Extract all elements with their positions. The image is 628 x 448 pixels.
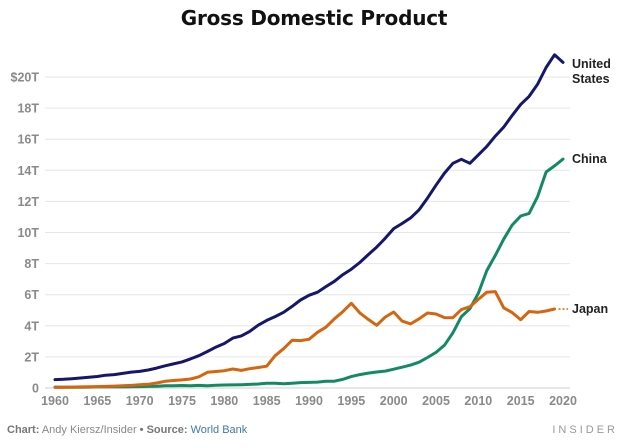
source-link[interactable]: World Bank — [190, 424, 248, 436]
gridlines — [45, 76, 570, 389]
y-tick-label: 4T — [24, 319, 39, 333]
insider-logo: INSIDER — [552, 424, 618, 436]
y-tick-label: 8T — [24, 257, 39, 271]
y-tick-label: 0 — [32, 382, 39, 396]
y-tick-label: 18T — [17, 102, 39, 116]
x-tick-label: 1980 — [210, 394, 238, 408]
chart-credit-label: Chart: — [7, 424, 40, 436]
x-axis-ticks: 1960 1965 1970 1975 1980 1985 1990 1995 2000 2005… — [41, 394, 577, 408]
x-tick-label: 1960 — [41, 394, 69, 408]
x-tick-label: 1995 — [337, 394, 365, 408]
series-line-united-states — [53, 53, 565, 382]
y-tick-label: 6T — [24, 288, 39, 302]
x-tick-label: 2010 — [464, 394, 492, 408]
x-tick-label: 1985 — [253, 394, 281, 408]
x-tick-label: 1970 — [126, 394, 154, 408]
series-label: Japan — [572, 302, 608, 316]
x-tick-label: 2005 — [422, 394, 450, 408]
series-line-china — [53, 157, 565, 389]
series-line-japan — [53, 290, 556, 389]
x-tick-label: 1975 — [168, 394, 196, 408]
source-label: Source: — [146, 424, 188, 436]
chart-title: Gross Domestic Product — [180, 6, 448, 30]
y-tick-label: 10T — [17, 226, 39, 240]
x-tick-label: 2020 — [549, 394, 577, 408]
series-lines — [53, 53, 565, 389]
x-tick-label: 1965 — [83, 394, 111, 408]
series-label: United — [572, 57, 611, 71]
y-tick-label: 2T — [24, 350, 39, 364]
footer-separator: • — [139, 424, 144, 436]
series-label: China — [572, 152, 608, 166]
x-tick-label: 1990 — [295, 394, 323, 408]
y-tick-label: 14T — [17, 164, 39, 178]
y-tick-label: 12T — [17, 195, 39, 209]
chart-credit: Andy Kiersz/Insider — [41, 424, 137, 436]
x-tick-label: 2015 — [507, 394, 535, 408]
y-tick-label: $20T — [11, 71, 40, 85]
y-axis-ticks: 0 2T 4T 6T 8T 10T 12T 14T 16T 18T $20T — [11, 71, 40, 396]
series-label: States — [572, 72, 610, 86]
x-tick-label: 2000 — [380, 394, 408, 408]
y-tick-label: 16T — [17, 133, 39, 147]
chart-footer: Chart: Andy Kiersz/Insider • Source: Wor… — [7, 424, 247, 436]
